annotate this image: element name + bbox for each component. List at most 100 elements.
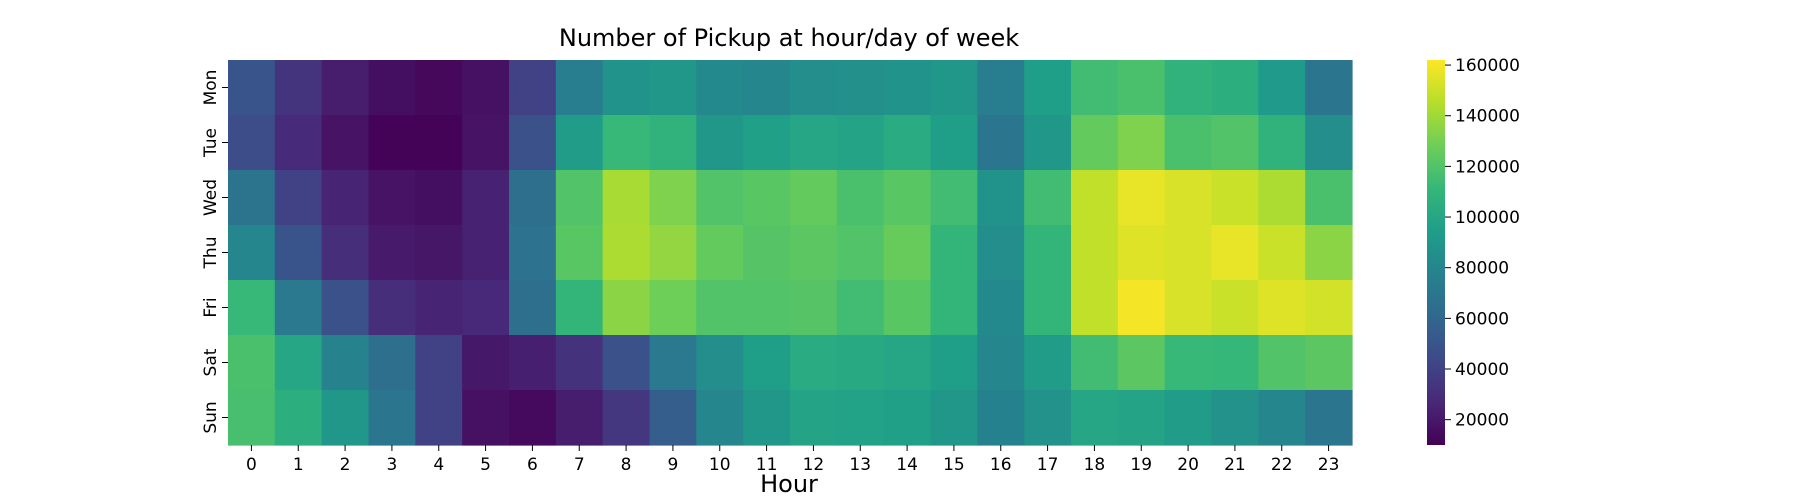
heatmap-cell-sat-15 (930, 335, 978, 391)
heatmap-cell-thu-15 (930, 225, 978, 281)
heatmap-cell-sun-13 (836, 390, 885, 446)
x-tick-label-21: 21 (1224, 455, 1246, 475)
x-axis-label: Hour (760, 470, 818, 498)
heatmap-cell-thu-9 (649, 225, 697, 281)
y-tick-label-thu: Thu (201, 237, 221, 270)
x-tick-label-15: 15 (943, 455, 965, 475)
x-tick-label-3: 3 (387, 455, 398, 475)
heatmap-cell-tue-19 (1117, 115, 1166, 171)
heatmap-cell-tue-9 (649, 115, 697, 171)
heatmap-cell-mon-20 (1164, 60, 1213, 116)
heatmap-cell-wed-16 (977, 170, 1025, 226)
heatmap-cell-tue-14 (883, 115, 932, 171)
heatmap-cell-sat-1 (274, 335, 323, 391)
heatmap-cell-tue-21 (1211, 115, 1259, 171)
heatmap-cell-wed-17 (1024, 170, 1072, 226)
heatmap-cell-tue-1 (274, 115, 323, 171)
x-tick-label-13: 13 (849, 455, 871, 475)
heatmap-cell-thu-8 (602, 225, 651, 281)
heatmap-cell-mon-4 (415, 60, 463, 116)
heatmap-cell-wed-1 (274, 170, 323, 226)
heatmap-cell-sun-5 (462, 390, 510, 446)
heatmap-cell-fri-6 (509, 280, 557, 336)
heatmap-cell-wed-9 (649, 170, 697, 226)
heatmap-cell-wed-19 (1117, 170, 1166, 226)
heatmap-cell-fri-20 (1164, 280, 1213, 336)
heatmap-cell-thu-13 (836, 225, 885, 281)
heatmap-cell-tue-13 (836, 115, 885, 171)
heatmap-cell-sat-16 (977, 335, 1025, 391)
heatmap-cell-fri-3 (368, 280, 416, 336)
x-tick-label-18: 18 (1084, 455, 1106, 475)
heatmap-cell-wed-18 (1071, 170, 1119, 226)
heatmap-cell-sat-4 (415, 335, 463, 391)
heatmap-cell-fri-4 (415, 280, 463, 336)
heatmap-cell-tue-12 (790, 115, 838, 171)
y-tick-label-tue: Tue (201, 128, 221, 158)
x-tick-label-2: 2 (340, 455, 351, 475)
heatmap-cell-wed-21 (1211, 170, 1259, 226)
heatmap-cell-fri-5 (462, 280, 510, 336)
colorbar-tick-label: 160000 (1455, 56, 1520, 76)
heatmap-cell-mon-16 (977, 60, 1025, 116)
heatmap-cell-fri-13 (836, 280, 885, 336)
heatmap-cell-sat-13 (836, 335, 885, 391)
heatmap-cell-sat-5 (462, 335, 510, 391)
x-tick-label-8: 8 (621, 455, 632, 475)
x-tick-label-20: 20 (1177, 455, 1199, 475)
x-tick-label-6: 6 (527, 455, 538, 475)
heatmap-cell-thu-19 (1117, 225, 1166, 281)
heatmap-cell-sun-9 (649, 390, 697, 446)
heatmap-cell-mon-2 (321, 60, 370, 116)
x-tick-label-16: 16 (990, 455, 1012, 475)
heatmap-cell-sun-22 (1258, 390, 1306, 446)
colorbar-tick-label: 100000 (1455, 208, 1520, 228)
heatmap-cell-mon-0 (228, 60, 276, 116)
y-tick-label-sun: Sun (201, 401, 221, 433)
y-axis-ticks: Mon Tue Wed Thu Fri Sat Sun (201, 70, 228, 434)
x-tick-label-1: 1 (293, 455, 304, 475)
heatmap-cell-mon-18 (1071, 60, 1119, 116)
heatmap-cell-fri-17 (1024, 280, 1072, 336)
heatmap-cell-sun-23 (1305, 390, 1353, 446)
heatmap-cell-fri-22 (1258, 280, 1306, 336)
heatmap-cell-sun-4 (415, 390, 463, 446)
heatmap-cells (228, 60, 1353, 446)
heatmap-cell-tue-17 (1024, 115, 1072, 171)
heatmap-cell-sun-0 (228, 390, 276, 446)
heatmap-cell-sun-3 (368, 390, 416, 446)
heatmap-cell-sun-16 (977, 390, 1025, 446)
heatmap-cell-mon-14 (883, 60, 932, 116)
heatmap-cell-thu-22 (1258, 225, 1306, 281)
heatmap-cell-mon-10 (696, 60, 744, 116)
heatmap-cell-wed-7 (555, 170, 604, 226)
heatmap-cell-sat-11 (743, 335, 791, 391)
heatmap-cell-sat-3 (368, 335, 416, 391)
heatmap-cell-thu-16 (977, 225, 1025, 281)
heatmap-cell-sat-19 (1117, 335, 1166, 391)
x-tick-label-10: 10 (709, 455, 731, 475)
heatmap-cell-fri-2 (321, 280, 370, 336)
heatmap-cell-fri-10 (696, 280, 744, 336)
heatmap-cell-tue-4 (415, 115, 463, 171)
heatmap-cell-thu-10 (696, 225, 744, 281)
heatmap-cell-tue-16 (977, 115, 1025, 171)
heatmap-cell-mon-8 (602, 60, 651, 116)
heatmap-cell-fri-8 (602, 280, 651, 336)
heatmap-cell-tue-8 (602, 115, 651, 171)
x-tick-label-0: 0 (246, 455, 257, 475)
heatmap-cell-sun-17 (1024, 390, 1072, 446)
heatmap-cell-mon-6 (509, 60, 557, 116)
heatmap-cell-sat-7 (555, 335, 604, 391)
x-tick-label-7: 7 (574, 455, 585, 475)
heatmap-cell-mon-15 (930, 60, 978, 116)
heatmap-cell-tue-10 (696, 115, 744, 171)
heatmap-cell-sat-23 (1305, 335, 1353, 391)
heatmap-cell-sun-2 (321, 390, 370, 446)
heatmap-cell-mon-23 (1305, 60, 1353, 116)
heatmap-cell-tue-11 (743, 115, 791, 171)
heatmap-cell-sun-18 (1071, 390, 1119, 446)
heatmap-cell-tue-7 (555, 115, 604, 171)
heatmap-cell-sat-2 (321, 335, 370, 391)
